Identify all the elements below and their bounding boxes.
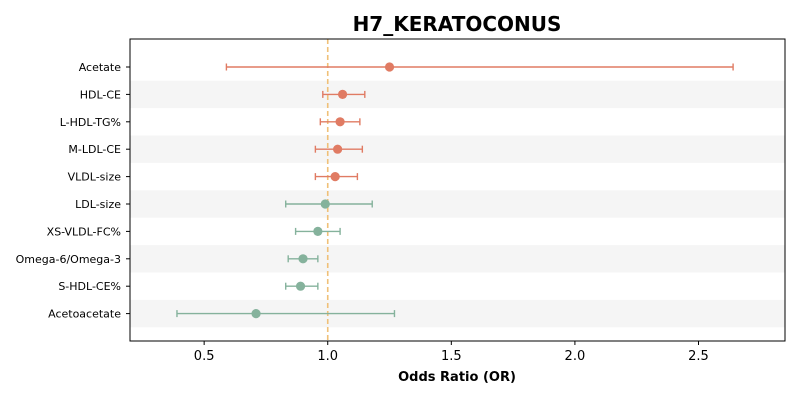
error-bar bbox=[176, 310, 396, 318]
y-tick-label: Acetoacetate bbox=[48, 308, 121, 321]
y-tick-label: Omega-6/Omega-3 bbox=[16, 253, 121, 266]
row-bands bbox=[130, 80, 785, 328]
row-band bbox=[130, 245, 785, 273]
x-tick-label: 2.5 bbox=[688, 349, 709, 364]
x-tick-label: 2.0 bbox=[565, 349, 586, 364]
row-band bbox=[130, 135, 785, 163]
y-axis-ticks: Acetate HDL-CE L-HDL-TG% M-LDL-CE VLDL-size L… bbox=[16, 61, 130, 321]
point-marker bbox=[330, 172, 340, 182]
x-tick-label: 1.5 bbox=[441, 349, 462, 364]
y-tick-label: M-LDL-CE bbox=[68, 143, 121, 156]
point-marker bbox=[335, 117, 345, 127]
point-marker bbox=[333, 144, 343, 154]
point-markers bbox=[251, 62, 395, 319]
y-tick-label: XS-VLDL-FC% bbox=[47, 225, 121, 238]
x-tick-label: 1.0 bbox=[317, 349, 338, 364]
point-marker bbox=[251, 309, 261, 319]
row-band bbox=[130, 190, 785, 218]
point-marker bbox=[298, 254, 308, 264]
plot-frame bbox=[129, 38, 786, 342]
point-marker bbox=[313, 226, 323, 236]
point-marker bbox=[295, 281, 306, 291]
x-tick-label: 0.5 bbox=[194, 349, 215, 364]
point-marker bbox=[337, 89, 348, 99]
y-tick-label: HDL-CE bbox=[80, 88, 121, 101]
point-marker bbox=[384, 62, 395, 72]
point-marker bbox=[320, 199, 330, 209]
y-tick-label: Acetate bbox=[79, 61, 122, 74]
row-band bbox=[130, 80, 785, 109]
y-tick-label: L-HDL-TG% bbox=[60, 116, 121, 129]
chart-title: H7_KERATOCONUS bbox=[353, 12, 562, 36]
x-axis-ticks: 0.5 1.0 1.5 2.0 2.5 bbox=[194, 341, 709, 364]
y-tick-label: LDL-size bbox=[75, 198, 121, 211]
y-tick-label: S-HDL-CE% bbox=[58, 280, 121, 293]
y-tick-label: VLDL-size bbox=[68, 171, 122, 184]
x-axis-label: Odds Ratio (OR) bbox=[398, 370, 516, 385]
error-bar bbox=[225, 63, 734, 71]
